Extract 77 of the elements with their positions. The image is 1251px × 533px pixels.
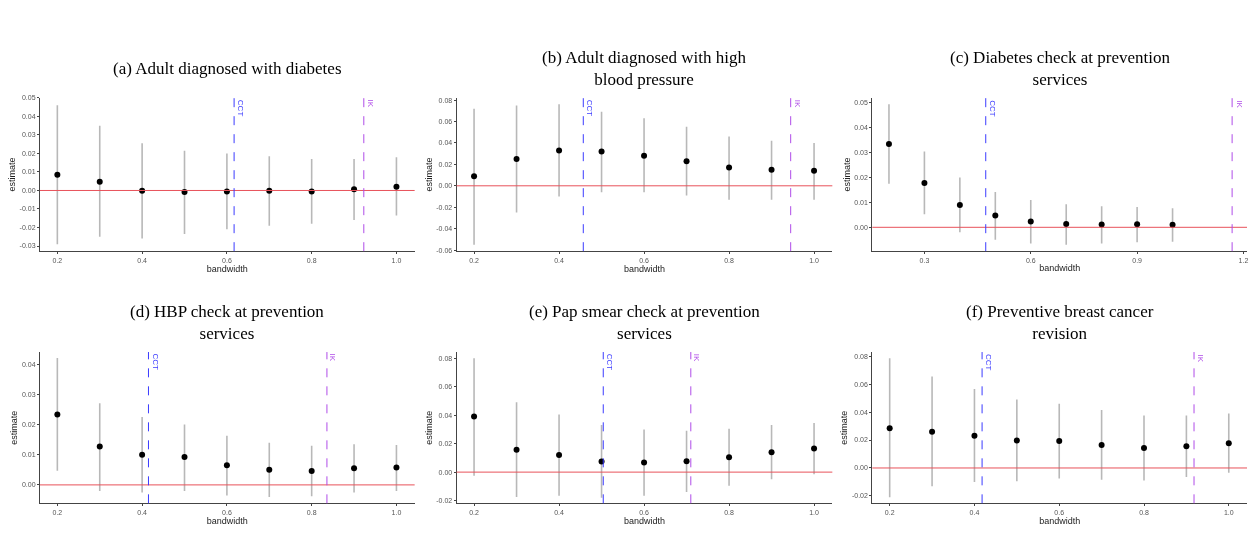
point [885,140,892,147]
chart-title: (b) Adult diagnosed with high blood pressure [542,48,747,90]
chart-title: (e) Pap smear check at prevention services [529,302,761,344]
x-axis-title: bandwidth [1039,515,1081,526]
x-axis-title: bandwidth [1039,263,1081,274]
point [513,446,520,453]
ref-line-label: IK [1195,354,1205,363]
point [1027,218,1034,225]
ref-line-label: CCT [984,353,994,371]
point [1056,438,1063,445]
point [1134,221,1141,228]
ref-line-label: CCT [150,353,160,371]
ref-line-label: IK [328,353,338,362]
y-axis-title: estimate [9,410,20,445]
y-axis-title: estimate [423,410,434,445]
chart-title: (d) HBP check at prevention services [130,302,325,344]
point [971,432,978,439]
point [956,201,963,208]
point [1183,443,1190,450]
point [181,454,188,461]
ref-line-label: CCT [605,353,615,371]
point [556,452,563,459]
point [1169,221,1176,228]
point [1098,441,1105,448]
point [223,462,230,469]
point [726,454,733,461]
point [266,466,273,473]
x-axis-title: bandwidth [623,263,666,274]
chart-title: (f) Preventive breast cancer revision [966,302,1154,344]
chart-title: (c) Diabetes check at prevention services [950,48,1171,90]
ref-line-label: IK [793,99,803,108]
point [471,173,478,180]
point [811,445,818,452]
point [96,178,103,185]
point [393,183,400,190]
chart-title: (a) Adult diagnosed with diabetes [113,59,342,78]
point [726,164,733,171]
point [683,158,690,165]
point [921,180,928,187]
x-axis-title: bandwidth [206,515,248,526]
ref-line-label: IK [366,99,376,108]
point [54,171,61,178]
point [768,166,775,173]
ref-line-label: CCT [236,99,246,117]
point [886,425,893,432]
point [598,148,605,155]
point [308,468,315,474]
point [641,152,648,159]
x-axis-title: bandwidth [623,515,666,526]
y-axis-title: estimate [839,410,850,445]
ref-line-label: CCT [585,99,595,117]
y-axis-title: estimate [6,157,17,192]
point [1225,440,1232,447]
point [768,449,775,456]
point [641,459,648,466]
ref-line-label: CCT [987,100,997,117]
point [556,147,563,154]
point [929,428,936,435]
point [54,411,61,418]
point [1141,445,1147,451]
y-axis-title: estimate [423,157,434,192]
point [811,167,818,174]
point [992,212,999,219]
point [351,465,358,472]
point [683,458,690,465]
x-axis-title: bandwidth [206,263,248,274]
ref-line-label: IK [692,353,702,362]
point [471,413,478,420]
point [1013,437,1020,444]
ref-line-label: IK [1234,100,1244,109]
point [513,156,520,163]
point [393,464,400,471]
point [139,451,146,458]
point [1063,221,1070,228]
point [96,443,103,450]
y-axis-title: estimate [841,157,852,192]
point [1098,221,1105,228]
